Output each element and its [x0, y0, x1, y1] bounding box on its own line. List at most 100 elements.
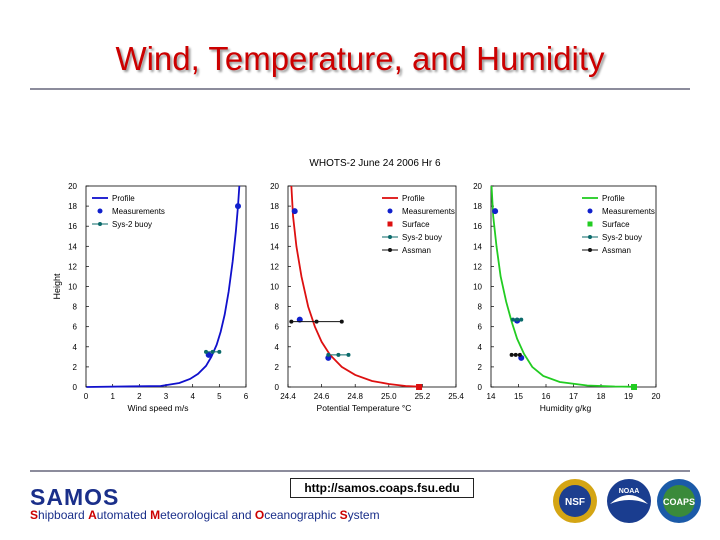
surface-point — [416, 384, 423, 390]
chart-panel-2: 0 2 4 6 8 10 12 14 16 18 20 24.4 24.6 24.8 25.0 25.2 25.… — [270, 182, 464, 413]
nsf-logo: NSF — [552, 478, 598, 524]
y-tick-label: 0 — [478, 383, 483, 392]
y-tick-label: 4 — [478, 343, 483, 352]
assman-point — [289, 319, 294, 324]
y-tick-label: 12 — [68, 262, 77, 271]
legend-label: Sys-2 buoy — [602, 233, 642, 242]
y-tick-label: 6 — [478, 323, 483, 332]
buoy-point — [217, 349, 222, 354]
x-tick-label: 15 — [514, 392, 523, 401]
plot-area — [490, 185, 657, 388]
tagline-text: ystem — [347, 508, 380, 522]
x-tick-label: 17 — [569, 392, 578, 401]
samos-logo: SAMOS — [30, 484, 120, 510]
x-tick-label: 4 — [190, 392, 195, 401]
legend-label: Assman — [602, 246, 631, 255]
x-tick-label: 25.4 — [448, 392, 464, 401]
noaa-seagull-icon: NOAA — [607, 479, 651, 523]
legend-label: Sys-2 buoy — [402, 233, 442, 242]
legend-swatch-marker — [98, 222, 102, 226]
figure-title: WHOTS-2 June 24 2006 Hr 6 — [309, 158, 441, 169]
svg-text:NSF: NSF — [565, 497, 585, 508]
y-tick-label: 18 — [473, 202, 482, 211]
buoy-point — [326, 352, 331, 357]
assman-point — [517, 352, 522, 357]
assman-point — [513, 352, 518, 357]
x-tick-label: 14 — [487, 392, 496, 401]
buoy-point — [204, 349, 208, 354]
x-tick-label: 24.6 — [314, 392, 330, 401]
plot-area — [287, 185, 457, 388]
figure: WHOTS-2 June 24 2006 Hr 6 0 2 4 6 8 10 12 14 16 1… — [50, 150, 670, 420]
measurement-point — [492, 208, 499, 215]
y-tick-label: 4 — [275, 343, 280, 352]
x-tick-label: 5 — [217, 392, 222, 401]
legend-swatch — [387, 221, 393, 227]
buoy-point — [511, 317, 515, 322]
nsf-sunburst-icon: NSF — [553, 479, 597, 523]
assman-point — [509, 352, 514, 357]
y-tick-label: 2 — [478, 363, 483, 372]
legend-label: Profile — [602, 194, 625, 203]
measurement-point — [325, 354, 332, 361]
x-tick-label: 24.8 — [347, 392, 363, 401]
samos-tagline: Shipboard Automated Meteorological and O… — [30, 508, 380, 522]
title-divider — [30, 88, 690, 90]
y-tick-label: 14 — [473, 242, 482, 251]
y-tick-label: 20 — [68, 182, 77, 191]
tagline-text: hipboard — [38, 508, 89, 522]
legend-label: Measurements — [402, 207, 455, 216]
legend-label: Surface — [602, 220, 630, 229]
y-tick-label: 6 — [73, 323, 78, 332]
svg-text:COAPS: COAPS — [663, 497, 695, 507]
legend-label: Measurements — [112, 207, 165, 216]
y-tick-label: 0 — [275, 383, 280, 392]
x-tick-label: 18 — [597, 392, 606, 401]
tagline-text: eteorological and — [160, 508, 255, 522]
tagline-initial: S — [339, 508, 348, 522]
x-axis-label: Potential Temperature °C — [317, 403, 412, 413]
x-tick-label: 6 — [244, 392, 249, 401]
plot-area — [85, 185, 247, 388]
legend-label: Profile — [112, 194, 135, 203]
slide-title: Wind, Temperature, and Humidity — [115, 40, 605, 77]
x-axis-label: Humidity g/kg — [540, 403, 592, 413]
surface-point — [631, 384, 637, 390]
legend-swatch — [587, 221, 593, 227]
y-tick-label: 2 — [73, 363, 78, 372]
tagline-text: utomated — [96, 508, 151, 522]
assman-point — [314, 319, 319, 324]
y-tick-label: 20 — [270, 182, 279, 191]
profile-line — [290, 185, 423, 388]
tagline-initial: A — [88, 508, 97, 522]
buoy-point — [210, 349, 215, 354]
legend-swatch-marker — [388, 248, 392, 252]
measurement-point — [291, 208, 298, 215]
x-tick-label: 20 — [652, 392, 661, 401]
x-tick-label: 25.0 — [381, 392, 397, 401]
x-tick-label: 24.4 — [280, 392, 296, 401]
y-tick-label: 8 — [275, 303, 280, 312]
buoy-point — [515, 317, 520, 322]
legend-label: Profile — [402, 194, 425, 203]
y-axis-label: Height — [52, 273, 62, 300]
y-tick-label: 16 — [68, 222, 77, 231]
x-tick-label: 2 — [137, 392, 142, 401]
buoy-point — [346, 352, 351, 357]
y-tick-label: 8 — [73, 303, 78, 312]
y-tick-label: 14 — [270, 242, 279, 251]
legend-label: Sys-2 buoy — [112, 220, 152, 229]
x-tick-label: 25.2 — [415, 392, 431, 401]
buoy-point — [519, 317, 524, 322]
buoy-point — [336, 352, 341, 357]
legend-label: Measurements — [602, 207, 655, 216]
samos-url[interactable]: http://samos.coaps.fsu.edu — [290, 478, 474, 498]
y-tick-label: 6 — [275, 323, 280, 332]
y-tick-label: 18 — [270, 202, 279, 211]
legend-swatch-marker — [588, 235, 592, 239]
tagline-initial: M — [150, 508, 161, 522]
tagline-initial: S — [30, 508, 39, 522]
y-tick-label: 2 — [275, 363, 280, 372]
assman-point — [339, 319, 344, 324]
